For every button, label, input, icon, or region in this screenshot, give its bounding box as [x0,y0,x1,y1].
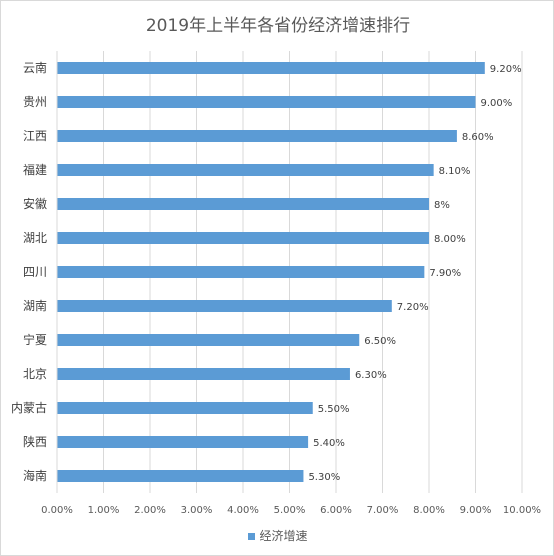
y-tick-label: 福建 [23,162,47,177]
x-tick-label: 4.00% [227,505,259,516]
bar [57,62,485,74]
bar [57,96,476,108]
bar [57,300,392,312]
bar [57,470,304,482]
chart-title: 2019年上半年各省份经济增速排行 [145,16,411,36]
x-tick-label: 10.00% [503,505,541,516]
y-tick-label: 四川 [23,265,47,279]
data-label: 8.60% [462,132,494,143]
y-tick-label: 宁夏 [23,332,47,347]
y-tick-label: 贵州 [23,95,47,109]
data-label: 9.00% [481,98,513,109]
x-tick-label: 5.00% [274,505,306,516]
data-label: 9.20% [490,64,522,75]
data-label: 5.50% [318,404,350,415]
x-tick-label: 1.00% [88,505,120,516]
data-label: 8.00% [434,234,466,245]
bar [57,266,425,278]
bar [57,198,429,210]
legend-swatch [248,533,256,540]
y-tick-label: 湖南 [23,298,47,313]
bar [57,232,429,244]
x-tick-label: 8.00% [413,505,445,516]
bar [57,436,309,448]
bar-chart-plot: 0.00% 1.00% 2.00% 3.00% 4.00% 5.00% 6.00% 7.00%… [11,51,541,516]
bar [57,130,457,142]
x-tick-label: 9.00% [460,505,492,516]
y-tick-label: 湖北 [23,230,47,245]
y-tick-label: 云南 [23,60,47,75]
y-tick-label: 北京 [23,367,47,381]
bar [57,164,434,176]
y-tick-label: 江西 [23,129,47,143]
x-tick-label: 0.00% [41,505,73,516]
x-tick-label: 3.00% [181,505,213,516]
bar [57,368,350,380]
data-label: 5.30% [308,472,340,483]
y-tick-label: 陕西 [23,434,47,449]
x-tick-label: 7.00% [367,505,399,516]
data-label: 5.40% [313,438,345,449]
data-label: 6.30% [355,370,387,381]
data-label: 7.90% [429,268,461,279]
data-label: 6.50% [364,336,396,347]
y-tick-label: 海南 [23,468,47,483]
legend-label: 经济增速 [259,529,308,543]
y-tick-label: 安徽 [23,196,47,211]
bar [57,334,360,346]
data-label: 8.10% [439,166,471,177]
x-tick-label: 2.00% [134,505,166,516]
data-label: 8% [434,200,450,211]
legend: 经济增速 [1,527,554,544]
y-tick-label: 内蒙古 [11,400,47,415]
data-label: 7.20% [397,302,429,313]
bar [57,402,313,414]
x-tick-label: 6.00% [320,505,352,516]
